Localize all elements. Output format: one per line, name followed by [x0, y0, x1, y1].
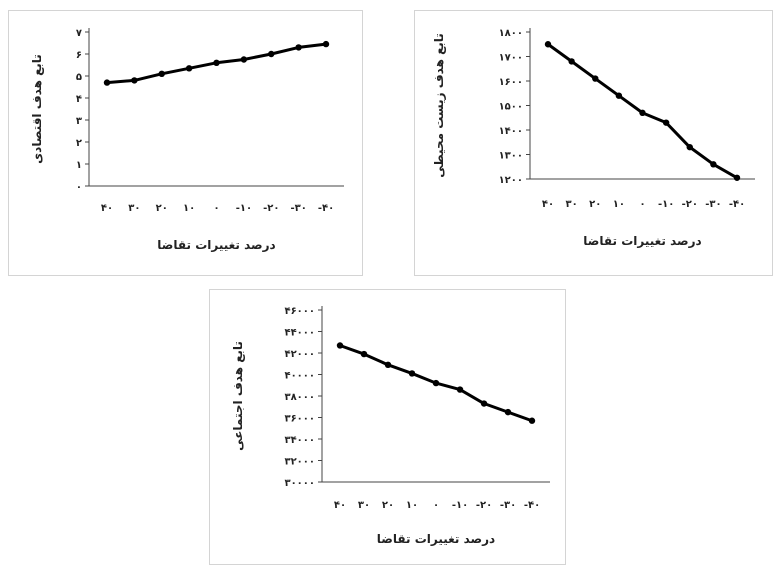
data-point — [158, 70, 165, 77]
x-tick-label: ۰ — [639, 199, 645, 210]
x-tick-label: ۰ — [433, 500, 439, 511]
x-axis-label: درصد تغییرات تقاضا — [377, 532, 495, 546]
data-point — [592, 75, 599, 82]
data-point — [733, 174, 741, 181]
x-tick-label: ۴۰ — [101, 203, 113, 214]
x-tick-label: -۳۰ — [500, 500, 516, 511]
data-point — [295, 44, 302, 51]
y-tick-label: ۱۵۰۰ — [499, 102, 523, 113]
y-tick-label: ۳۶۰۰۰ — [284, 414, 315, 425]
x-tick-label: ۱۰ — [406, 500, 418, 511]
x-tick-label: ۳۰ — [358, 500, 370, 511]
x-tick-label: -۱۰ — [236, 203, 252, 214]
social-chart-svg: ۳۰۰۰۰ ۳۲۰۰۰ ۳۴۰۰۰ ۳۶۰۰۰ ۳۸۰۰۰ ۴۰۰۰۰ ۴۲۰۰۰ ۴۴۰۰۰… — [231, 306, 550, 546]
data-point — [662, 119, 670, 126]
x-tick-label: ۲۰ — [589, 199, 601, 210]
y-tick-label: ۴۰۰۰۰ — [284, 371, 315, 382]
y-tick-label: ۵ — [76, 72, 82, 83]
data-point — [322, 40, 330, 48]
data-point — [384, 361, 392, 369]
y-tick-label: ۴ — [76, 94, 82, 105]
x-tick-label: ۱۰ — [183, 203, 195, 214]
x-tick-label: -۲۰ — [682, 199, 698, 210]
economic-chart-svg: ۰ ۱ ۲ ۳ ۴ ۵ ۶ ۷ ۴۰ ۳۰ ۲۰ ۱۰ ۰ -۱۰ -۲۰ -۳۰ -۴۰ تابع هدف اق… — [30, 28, 344, 252]
y-tick-label: ۶ — [76, 50, 82, 61]
x-tick-label: ۱۰ — [613, 199, 625, 210]
data-point — [213, 59, 220, 66]
x-tick-label: -۴۰ — [318, 203, 334, 214]
y-tick-label: ۳۴۰۰۰ — [284, 435, 315, 446]
y-tick-label: ۱ — [76, 160, 82, 171]
y-tick-label: ۴۲۰۰۰ — [284, 349, 315, 360]
y-tick-label: ۴۴۰۰۰ — [284, 328, 315, 339]
y-tick-label: ۲ — [76, 138, 82, 149]
y-tick-label: ۱۸۰۰ — [499, 28, 523, 39]
x-tick-label: -۳۰ — [705, 199, 721, 210]
x-tick-label: ۴۰ — [334, 500, 346, 511]
y-axis-label: تابع هدف اقتصادی — [30, 54, 44, 164]
data-point — [528, 417, 536, 424]
data-point — [568, 58, 575, 65]
x-tick-label: ۲۰ — [156, 203, 168, 214]
x-tick-label: ۲۰ — [382, 500, 394, 511]
data-point — [480, 400, 488, 407]
environmental-chart-svg: ۱۲۰۰ ۱۳۰۰ ۱۴۰۰ ۱۵۰۰ ۱۶۰۰ ۱۷۰۰ ۱۸۰۰ ۴۰ ۳۰ ۲۰ ۱۰ ۰ -۱۰… — [432, 28, 755, 248]
x-tick-label: ۰ — [213, 203, 219, 214]
data-point — [639, 109, 646, 117]
x-tick-label: -۲۰ — [476, 500, 492, 511]
environmental-objective-chart: ۱۲۰۰ ۱۳۰۰ ۱۴۰۰ ۱۵۰۰ ۱۶۰۰ ۱۷۰۰ ۱۸۰۰ ۴۰ ۳۰ ۲۰ ۱۰ ۰ -۱۰… — [414, 10, 773, 276]
y-tick-label: ۳ — [76, 116, 82, 127]
data-point — [268, 50, 275, 58]
x-axis-label: درصد تغییرات تقاضا — [157, 238, 275, 252]
data-point — [185, 65, 193, 72]
data-point — [408, 370, 416, 377]
data-point — [336, 342, 344, 349]
y-tick-label: ۷ — [76, 28, 82, 39]
x-tick-label: ۴۰ — [542, 199, 554, 210]
y-tick-label: ۳۸۰۰۰ — [284, 392, 315, 403]
x-tick-label: -۴۰ — [524, 500, 540, 511]
y-tick-label: ۳۰۰۰۰ — [284, 478, 315, 489]
y-tick-label: ۱۴۰۰ — [499, 126, 523, 137]
data-point — [544, 41, 552, 48]
x-tick-label: -۱۰ — [658, 199, 674, 210]
y-tick-label: ۳۲۰۰۰ — [284, 457, 315, 468]
economic-objective-chart: ۰ ۱ ۲ ۳ ۴ ۵ ۶ ۷ ۴۰ ۳۰ ۲۰ ۱۰ ۰ -۱۰ -۲۰ -۳۰ -۴۰ تابع هدف اق… — [8, 10, 363, 276]
x-axis-label: درصد تغییرات تقاضا — [583, 234, 701, 248]
y-tick-label: ۱۷۰۰ — [499, 53, 523, 64]
x-tick-label: -۲۰ — [263, 203, 279, 214]
y-tick-label: ۱۳۰۰ — [499, 151, 523, 162]
y-tick-label: ۱۶۰۰ — [499, 77, 523, 88]
data-point — [432, 379, 440, 387]
y-axis-label: تابع هدف اجتماعی — [231, 341, 245, 451]
x-tick-label: -۱۰ — [452, 500, 468, 511]
data-point — [131, 77, 138, 84]
data-point — [710, 161, 717, 168]
data-point — [360, 350, 368, 358]
y-tick-label: ۰ — [76, 182, 82, 193]
x-tick-label: -۴۰ — [729, 199, 745, 210]
social-objective-chart: ۳۰۰۰۰ ۳۲۰۰۰ ۳۴۰۰۰ ۳۶۰۰۰ ۳۸۰۰۰ ۴۰۰۰۰ ۴۲۰۰۰ ۴۴۰۰۰… — [209, 289, 566, 565]
y-axis-label: تابع هدف زیست محیطی — [432, 33, 446, 178]
x-tick-label: ۳۰ — [128, 203, 140, 214]
y-tick-label: ۴۶۰۰۰ — [284, 306, 315, 317]
data-point — [504, 408, 512, 416]
x-tick-label: ۳۰ — [566, 199, 578, 210]
data-point — [456, 386, 464, 393]
y-tick-label: ۱۲۰۰ — [499, 175, 523, 186]
x-tick-label: -۳۰ — [290, 203, 306, 214]
data-point — [240, 56, 248, 63]
data-point — [615, 92, 623, 99]
data-point — [103, 79, 111, 86]
data-point — [686, 143, 693, 151]
